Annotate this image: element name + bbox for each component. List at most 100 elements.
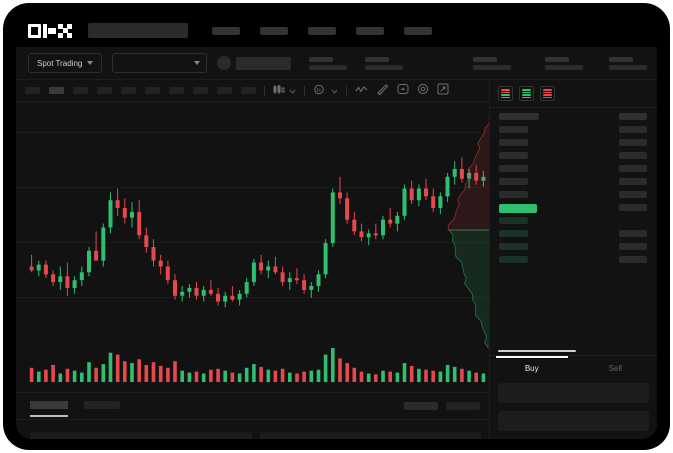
orderbook-row[interactable] (499, 217, 528, 224)
top-header (16, 14, 657, 47)
bottom-card-2[interactable] (259, 432, 481, 439)
orderbook-mode-asks[interactable] (540, 86, 555, 101)
timeframe-5[interactable] (145, 87, 160, 94)
price-chart[interactable] (16, 102, 491, 348)
orderbook-row-value (619, 191, 647, 198)
orderbook-row[interactable] (499, 178, 528, 185)
chevron-down-icon[interactable] (289, 82, 296, 100)
orderbook-row-value (619, 243, 647, 250)
indicators-icon[interactable]: fx (313, 82, 325, 100)
chevron-down-icon (87, 61, 94, 65)
bottom-action-1[interactable] (404, 402, 438, 410)
orderbook-row-value (619, 204, 647, 211)
order-amount-input[interactable] (498, 411, 649, 431)
orderbook-row[interactable] (499, 152, 528, 159)
market-stat-label (365, 56, 390, 62)
right-panel: Buy Sell (489, 80, 657, 439)
tab-sell-label: Sell (608, 364, 622, 373)
nav-item-2[interactable] (260, 26, 288, 35)
orderbook-row[interactable] (499, 126, 528, 133)
sub-header: Spot Trading (16, 47, 657, 80)
bottom-action-2[interactable] (446, 402, 480, 410)
chevron-down-icon[interactable] (331, 82, 338, 100)
toolbar-divider (346, 85, 347, 96)
bottom-cards (16, 424, 489, 439)
orderbook-row-value (619, 230, 647, 237)
fullscreen-icon[interactable] (437, 82, 449, 100)
last-price (236, 56, 292, 70)
timeframe-3[interactable] (97, 87, 112, 94)
toolbar-divider (304, 85, 305, 96)
market-stat-value (545, 64, 584, 70)
orderbook-row[interactable] (499, 230, 528, 237)
orderbook-row[interactable] (499, 165, 528, 172)
settings-icon[interactable] (417, 82, 429, 100)
bottom-tab-1[interactable] (30, 401, 68, 409)
market-stat-2 (365, 56, 404, 70)
market-stat-value (309, 64, 348, 70)
orderbook-mode-both[interactable] (498, 86, 513, 101)
orderbook-row-value (619, 126, 647, 133)
candle-chart-icon[interactable] (273, 82, 285, 100)
spot-trading-label: Spot Trading (37, 58, 83, 68)
orderbook-scrollbar[interactable] (498, 350, 576, 352)
timeframe-9[interactable] (241, 87, 256, 94)
orderbook-row-value (619, 178, 647, 185)
search-input[interactable] (88, 23, 188, 38)
volume-chart (16, 337, 489, 392)
market-stat-value (365, 64, 404, 70)
orderbook-row-value (619, 165, 647, 172)
timeframe-7[interactable] (193, 87, 208, 94)
toolbar-divider (264, 85, 265, 96)
orderbook-row[interactable] (499, 256, 528, 263)
orderbook-row[interactable] (499, 139, 528, 146)
bottom-card-1[interactable] (30, 432, 252, 439)
spot-trading-select[interactable]: Spot Trading (28, 53, 103, 73)
market-stat-value (473, 64, 512, 70)
timeframe-1[interactable] (49, 87, 64, 94)
nav-item-1[interactable] (212, 26, 240, 35)
bottom-tab-2[interactable] (84, 401, 120, 409)
drawing-tools-icon[interactable] (376, 82, 389, 100)
market-stat-5 (609, 56, 648, 70)
timeframe-4[interactable] (121, 87, 136, 94)
orderbook-row[interactable] (499, 191, 528, 198)
tab-buy-label: Buy (524, 364, 539, 373)
market-stat-label (609, 56, 634, 62)
timeframe-0[interactable] (25, 87, 40, 94)
orderbook-mode-bids[interactable] (519, 86, 534, 101)
order-price-input[interactable] (498, 383, 649, 403)
tab-sell[interactable]: Sell (574, 356, 658, 381)
gridline (16, 297, 489, 298)
nav-item-5[interactable] (404, 26, 432, 35)
orderbook-row-value (619, 256, 647, 263)
trade-form (490, 383, 657, 439)
candlestick-series (29, 157, 486, 308)
alert-icon[interactable] (397, 82, 409, 100)
orderbook-row-value (619, 152, 647, 159)
market-stat-label (545, 56, 570, 62)
market-stat-4 (545, 56, 584, 70)
timeframe-2[interactable] (73, 87, 88, 94)
orderbook-row-value (619, 139, 647, 146)
trade-tabs: Buy Sell (490, 355, 657, 381)
logo-letter-x (58, 23, 72, 38)
orderbook-row[interactable] (499, 113, 539, 120)
timeframe-8[interactable] (217, 87, 232, 94)
logo-letter-k (43, 23, 56, 38)
device-frame: Spot Trading (3, 3, 670, 450)
nav-item-3[interactable] (308, 26, 336, 35)
okx-logo[interactable] (28, 23, 72, 38)
gridline (16, 242, 489, 243)
orderbook-row[interactable] (499, 243, 528, 250)
orderbook-display-modes (490, 80, 657, 107)
line-chart-icon[interactable] (355, 82, 368, 100)
orderbook-row[interactable] (499, 204, 537, 213)
pair-select[interactable] (112, 53, 208, 73)
tab-buy[interactable]: Buy (490, 356, 574, 381)
nav-item-4[interactable] (356, 26, 384, 35)
coin-avatar (217, 56, 232, 70)
timeframe-6[interactable] (169, 87, 184, 94)
logo-letter-o (28, 23, 41, 38)
order-book[interactable] (490, 107, 657, 355)
